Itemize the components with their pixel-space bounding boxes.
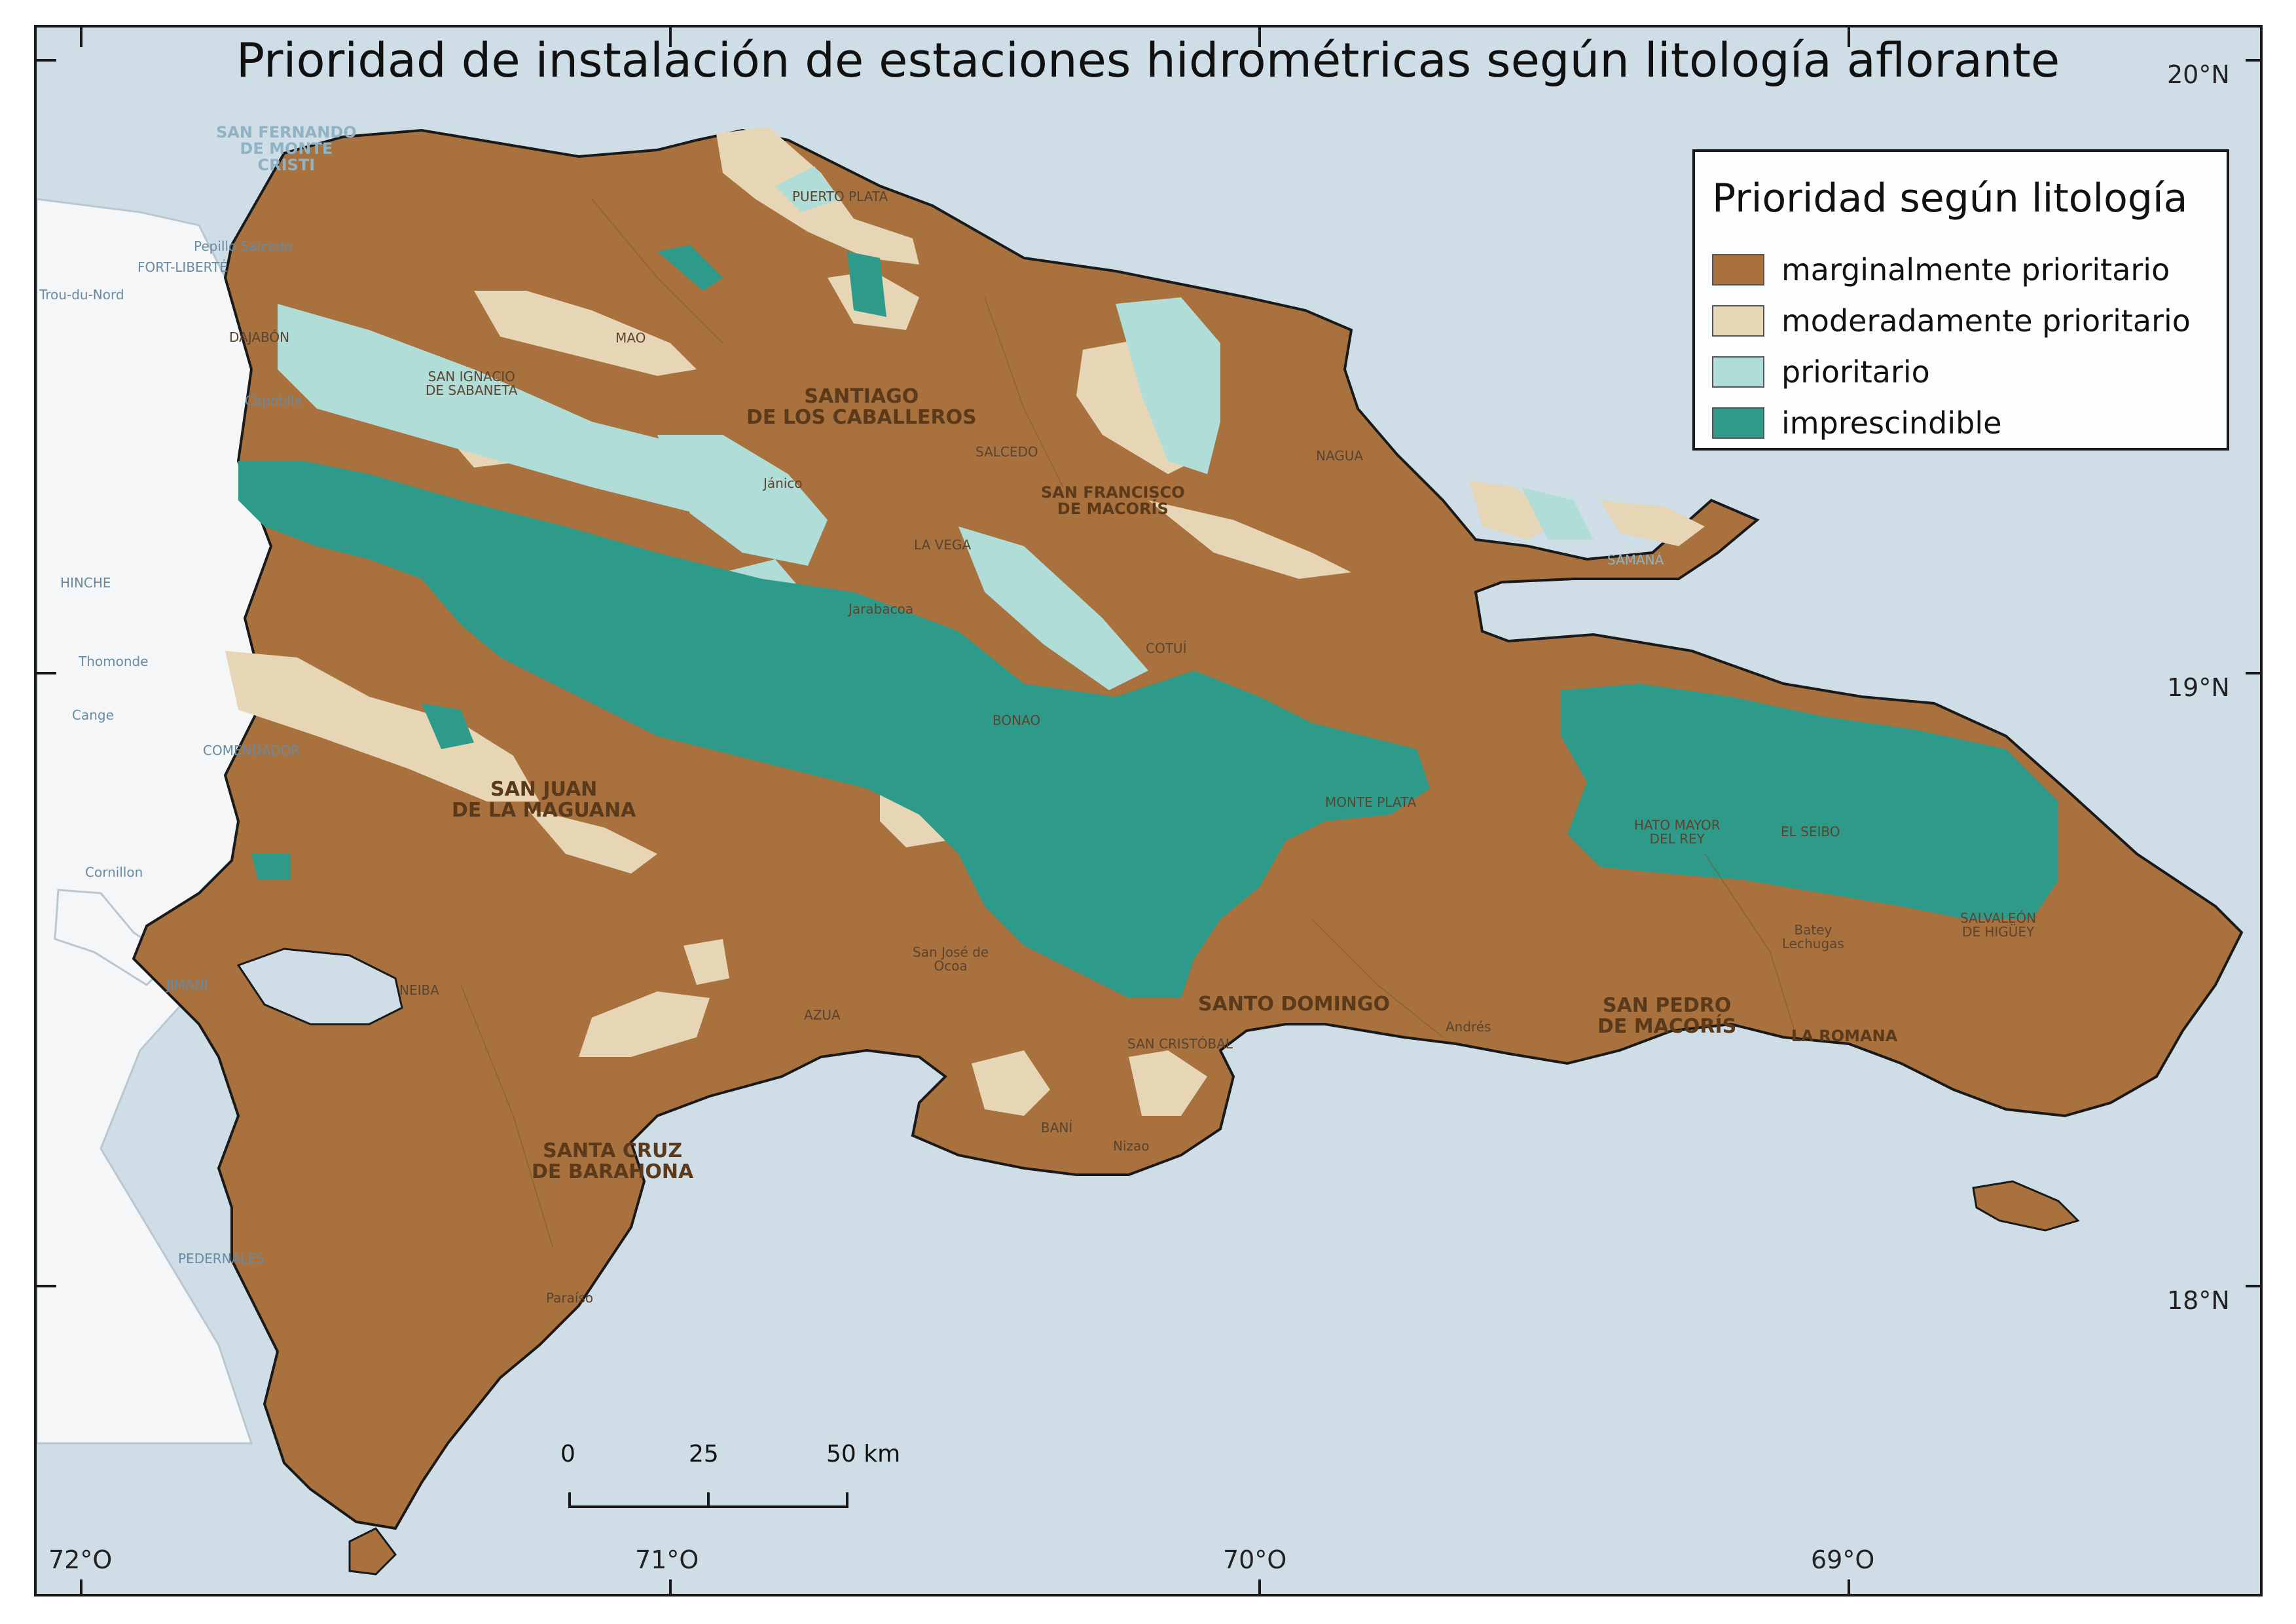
legend-label-marginal: marginalmente prioritario xyxy=(1781,252,2170,287)
place-nagua: NAGUA xyxy=(1316,448,1364,464)
place-puerto-plata: PUERTO PLATA xyxy=(792,189,888,204)
legend: Prioridad según litología marginalmente … xyxy=(1692,149,2229,451)
place-la-vega: LA VEGA xyxy=(914,537,972,553)
place-spm: SAN PEDRO DE MACORÍS xyxy=(1597,994,1737,1038)
place-neiba: NEIBA xyxy=(399,982,439,998)
place-thomonde: Thomonde xyxy=(79,654,149,669)
place-cotui: COTUÍ xyxy=(1146,640,1187,656)
lat-label-19: 19°N xyxy=(2167,673,2230,702)
frame-ticks xyxy=(37,28,2260,1594)
map-canvas[interactable] xyxy=(37,28,2263,1596)
place-higuey: SALVALEÓN DE HIGÜEY xyxy=(1960,910,2037,940)
place-cornillon: Cornillon xyxy=(85,864,143,880)
place-monte-plata: MONTE PLATA xyxy=(1325,794,1417,810)
place-jarabacoa: Jarabacoa xyxy=(848,601,914,617)
place-ocoa: San José de Ocoa xyxy=(913,944,989,974)
lon-label-69: 69°O xyxy=(1811,1545,1875,1574)
place-jimani: JIMANÍ xyxy=(166,977,208,993)
place-dajabon: DAJABÓN xyxy=(229,329,290,345)
legend-swatch-prioritario xyxy=(1712,356,1764,388)
place-bonao: BONAO xyxy=(993,712,1041,728)
place-sabaneta: SAN IGNACIO DE SABANETA xyxy=(426,369,518,398)
map-title: Prioridad de instalación de estaciones h… xyxy=(236,33,2060,88)
scale-bar xyxy=(568,1492,848,1508)
scale-label-50: 50 km xyxy=(826,1441,901,1467)
legend-title: Prioridad según litología xyxy=(1712,175,2188,221)
place-janico: Jánico xyxy=(763,475,803,491)
place-hato-mayor: HATO MAYOR DEL REY xyxy=(1634,817,1721,847)
isla-beata xyxy=(348,1527,397,1576)
place-andres: Andrés xyxy=(1446,1019,1491,1035)
place-san-juan: SAN JUAN DE LA MAGUANA xyxy=(452,778,636,822)
lat-label-20: 20°N xyxy=(2167,60,2230,89)
place-azua: AZUA xyxy=(804,1007,841,1023)
place-fort-liberte: FORT-LIBERTÉ xyxy=(137,259,228,275)
legend-item-moderado: moderadamente prioritario xyxy=(1712,301,2191,341)
place-samana: SAMANÁ xyxy=(1607,552,1664,568)
place-san-cristobal: SAN CRISTÓBAL xyxy=(1127,1036,1233,1052)
legend-label-moderado: moderadamente prioritario xyxy=(1781,303,2191,339)
province-boundaries xyxy=(460,198,1797,1247)
place-pedernales: PEDERNALES xyxy=(178,1251,264,1266)
place-salcedo: SALCEDO xyxy=(975,444,1038,460)
lago-enriquillo xyxy=(236,948,403,1025)
place-la-romana: LA ROMANA xyxy=(1791,1027,1898,1045)
place-el-seibo: EL SEIBO xyxy=(1781,824,1840,840)
place-hinche: HINCHE xyxy=(60,575,111,591)
place-nizao: Nizao xyxy=(1113,1138,1150,1154)
legend-label-imprescindible: imprescindible xyxy=(1781,405,2002,441)
legend-swatch-marginal xyxy=(1712,254,1764,286)
place-batey: Batey Lechugas xyxy=(1782,922,1844,951)
lon-label-70: 70°O xyxy=(1223,1545,1287,1574)
imprescindible-patches xyxy=(238,245,2058,998)
isla-saona xyxy=(1972,1180,2080,1232)
legend-item-imprescindible: imprescindible xyxy=(1712,403,2001,443)
legend-swatch-imprescindible xyxy=(1712,407,1764,439)
place-sfm: SAN FRANCISCO DE MACORÍS xyxy=(1041,483,1185,519)
place-cange: Cange xyxy=(72,707,114,723)
lon-label-72: 72°O xyxy=(48,1545,113,1574)
place-mao: MAO xyxy=(615,330,646,346)
scale-label-0: 0 xyxy=(560,1441,575,1467)
place-bani: BANÍ xyxy=(1041,1120,1073,1135)
lat-label-18: 18°N xyxy=(2167,1286,2230,1315)
place-santo-domingo: SANTO DOMINGO xyxy=(1198,993,1390,1016)
place-capotille: Capotille xyxy=(245,393,302,409)
place-comendador: COMENDADOR xyxy=(203,743,301,758)
place-santiago: SANTIAGO DE LOS CABALLEROS xyxy=(746,385,977,429)
legend-item-marginal: marginalmente prioritario xyxy=(1712,250,2170,289)
legend-item-prioritario: prioritario xyxy=(1712,352,1930,392)
scale-label-25: 25 xyxy=(689,1441,719,1467)
legend-label-prioritario: prioritario xyxy=(1781,354,1930,390)
place-pepillo: Pepillo Salcedo xyxy=(194,238,293,254)
place-trou-du-nord: Trou-du-Nord xyxy=(39,287,124,303)
place-barahona: SANTA CRUZ DE BARAHONA xyxy=(532,1139,694,1183)
lon-label-71: 71°O xyxy=(635,1545,699,1574)
place-paraiso: Paraíso xyxy=(546,1290,594,1306)
place-montecristi: SAN FERNANDO DE MONTE CRISTI xyxy=(216,123,357,175)
legend-swatch-moderado xyxy=(1712,305,1764,337)
